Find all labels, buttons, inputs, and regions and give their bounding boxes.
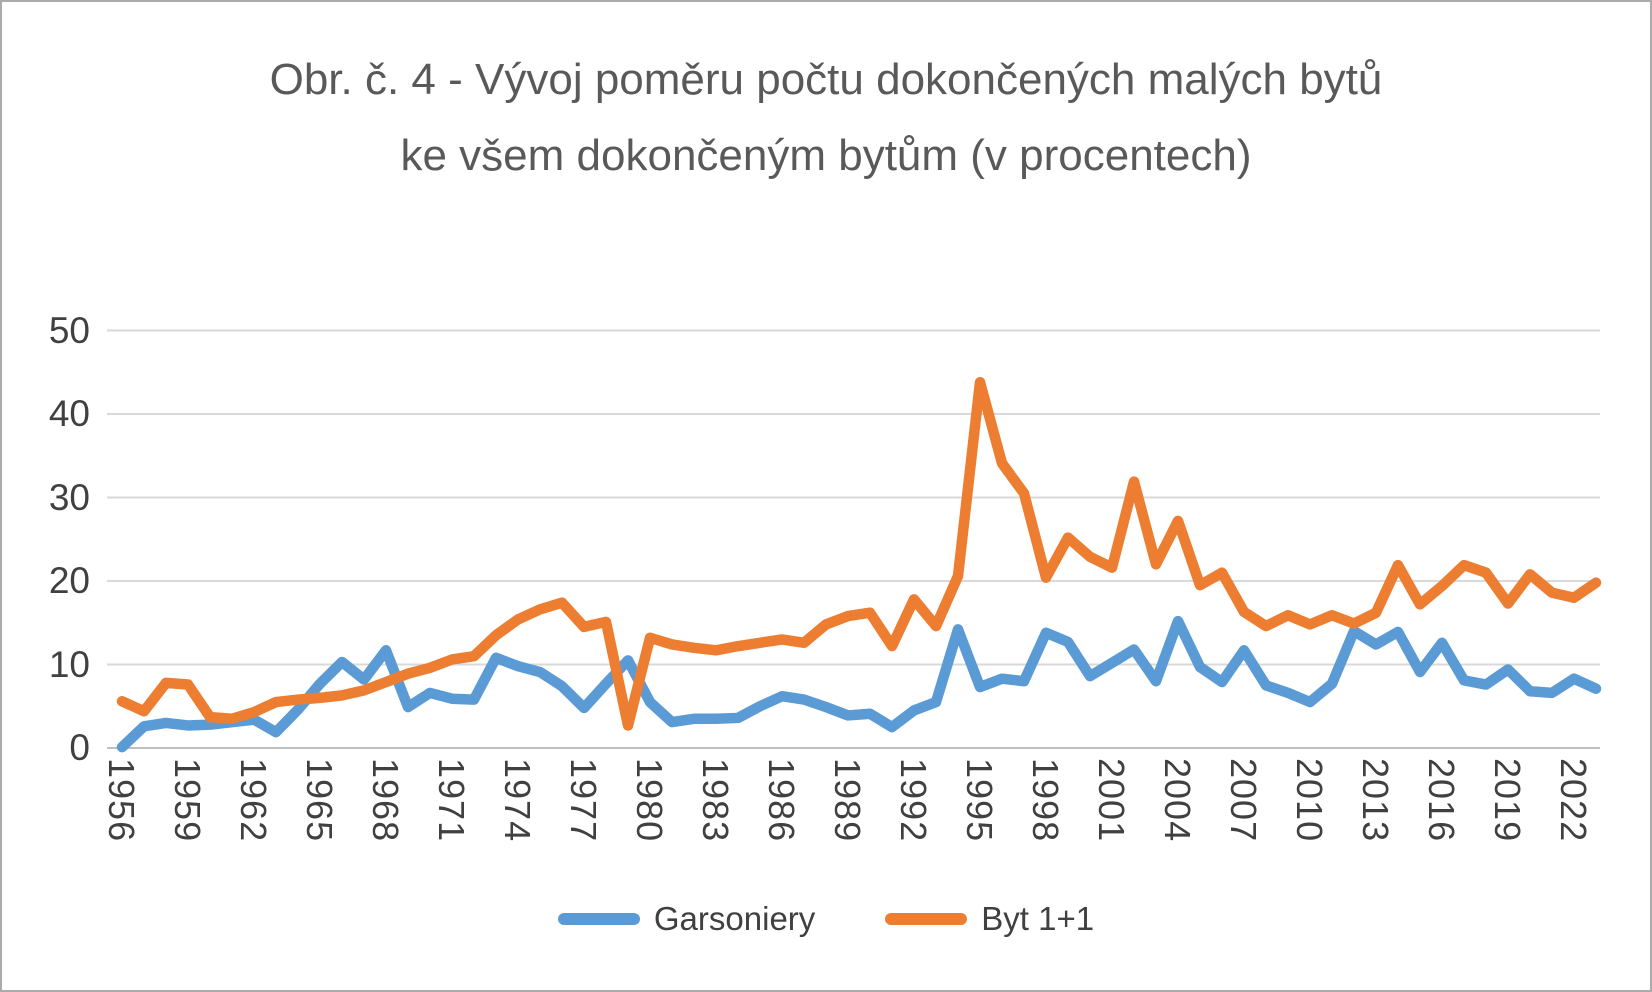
- y-tick-label: 50: [48, 309, 90, 351]
- x-tick-label: 2004: [1157, 758, 1198, 843]
- y-tick-label: 10: [48, 643, 90, 685]
- x-tick-label: 1971: [431, 758, 472, 843]
- x-tick-label: 2007: [1223, 758, 1264, 843]
- x-tick-label: 1962: [233, 758, 274, 843]
- legend-swatch: [557, 913, 640, 925]
- chart-title: Obr. č. 4 - Vývoj poměru počtu dokončený…: [269, 55, 1383, 180]
- x-tick-label: 1998: [1025, 758, 1066, 843]
- x-tick-label: 2001: [1091, 758, 1132, 843]
- legend-label: Byt 1+1: [981, 900, 1095, 937]
- legend: Garsoniery Byt 1+1: [2, 900, 1650, 938]
- x-tick-label: 1995: [959, 758, 1000, 843]
- x-tick-label: 1989: [827, 758, 868, 843]
- x-tick-label: 1956: [101, 758, 142, 843]
- x-tick-label: 2010: [1289, 758, 1330, 843]
- series-line-byt-1-1: [116, 377, 1602, 731]
- y-tick-label: 0: [69, 727, 90, 768]
- x-tick-label: 2016: [1421, 758, 1462, 843]
- series-line-garsoniery: [116, 615, 1602, 753]
- x-tick-label: 1974: [497, 758, 538, 843]
- x-tick-label: 1983: [695, 758, 736, 843]
- x-tick-label: 2022: [1553, 758, 1594, 843]
- x-tick-label: 1992: [893, 758, 934, 843]
- x-tick-label: 1965: [299, 758, 340, 843]
- x-tick-label: 2013: [1355, 758, 1396, 843]
- x-tick-label: 1986: [761, 758, 802, 843]
- x-tick-label: 1977: [563, 758, 604, 843]
- legend-label: Garsoniery: [653, 900, 816, 937]
- y-tick-label: 20: [48, 560, 90, 601]
- legend-item-byt-1-1: Byt 1+1: [885, 900, 1094, 938]
- x-tick-label: 1968: [365, 758, 406, 843]
- x-tick-label: 2019: [1487, 758, 1528, 843]
- x-tick-label: 1959: [167, 758, 208, 843]
- y-tick-label: 30: [48, 476, 90, 518]
- legend-item-garsoniery: Garsoniery: [557, 900, 816, 938]
- y-tick-label: 40: [48, 393, 90, 434]
- legend-swatch: [885, 913, 968, 925]
- x-tick-label: 1980: [629, 758, 670, 843]
